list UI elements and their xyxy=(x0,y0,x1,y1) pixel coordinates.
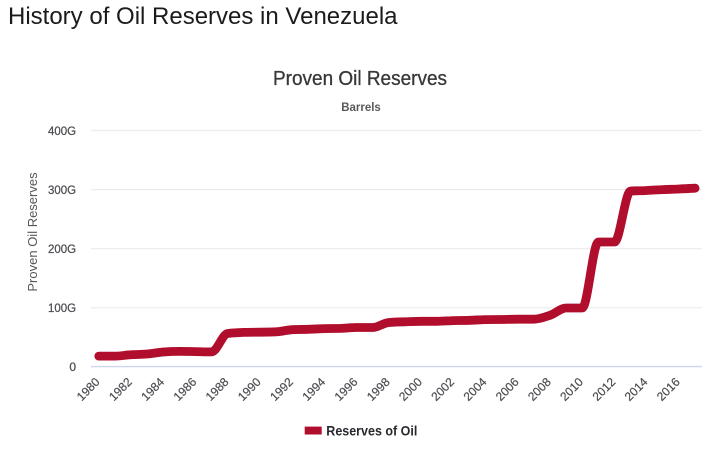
svg-text:200G: 200G xyxy=(48,242,76,256)
svg-text:400G: 400G xyxy=(48,124,76,138)
svg-text:100G: 100G xyxy=(48,301,76,315)
svg-text:0: 0 xyxy=(69,360,76,374)
svg-text:History of Oil Reserves in Ven: History of Oil Reserves in Venezuela xyxy=(8,3,398,30)
svg-text:Reserves of Oil: Reserves of Oil xyxy=(326,422,417,438)
svg-text:Proven Oil Reserves: Proven Oil Reserves xyxy=(25,172,40,292)
svg-text:Proven Oil Reserves: Proven Oil Reserves xyxy=(273,68,447,90)
svg-text:300G: 300G xyxy=(48,183,76,197)
svg-text:Barrels: Barrels xyxy=(341,102,381,114)
